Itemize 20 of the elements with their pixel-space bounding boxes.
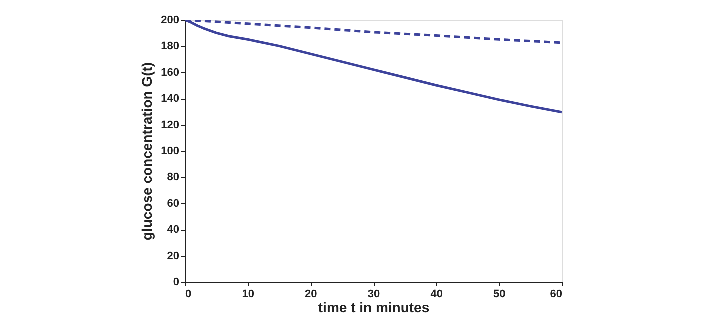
y-tick-label: 140 bbox=[161, 93, 180, 106]
x-tick-label: 40 bbox=[430, 288, 443, 300]
x-tick-label: 30 bbox=[368, 288, 380, 300]
x-tick-label: 10 bbox=[242, 288, 254, 300]
y-tick-label: 20 bbox=[167, 250, 180, 262]
y-tick-label: 40 bbox=[167, 224, 180, 236]
y-tick-label: 120 bbox=[161, 119, 180, 132]
y-tick-label: 200 bbox=[161, 14, 180, 26]
x-tick-label: 50 bbox=[494, 288, 506, 300]
x-tick-label: 0 bbox=[186, 288, 192, 300]
x-tick-label: 20 bbox=[305, 288, 318, 300]
x-tick-label: 60 bbox=[550, 288, 562, 300]
x-axis-title: time t in minutes bbox=[318, 300, 430, 316]
y-tick-label: 160 bbox=[161, 66, 180, 79]
y-tick-label: 100 bbox=[161, 146, 180, 158]
y-tick-label: 80 bbox=[167, 172, 180, 184]
y-tick-label: 180 bbox=[161, 40, 180, 53]
y-tick-label: 60 bbox=[167, 198, 180, 210]
y-tick-label: 0 bbox=[173, 276, 180, 288]
y-axis-title: glucose concentration G(t) bbox=[139, 62, 156, 241]
